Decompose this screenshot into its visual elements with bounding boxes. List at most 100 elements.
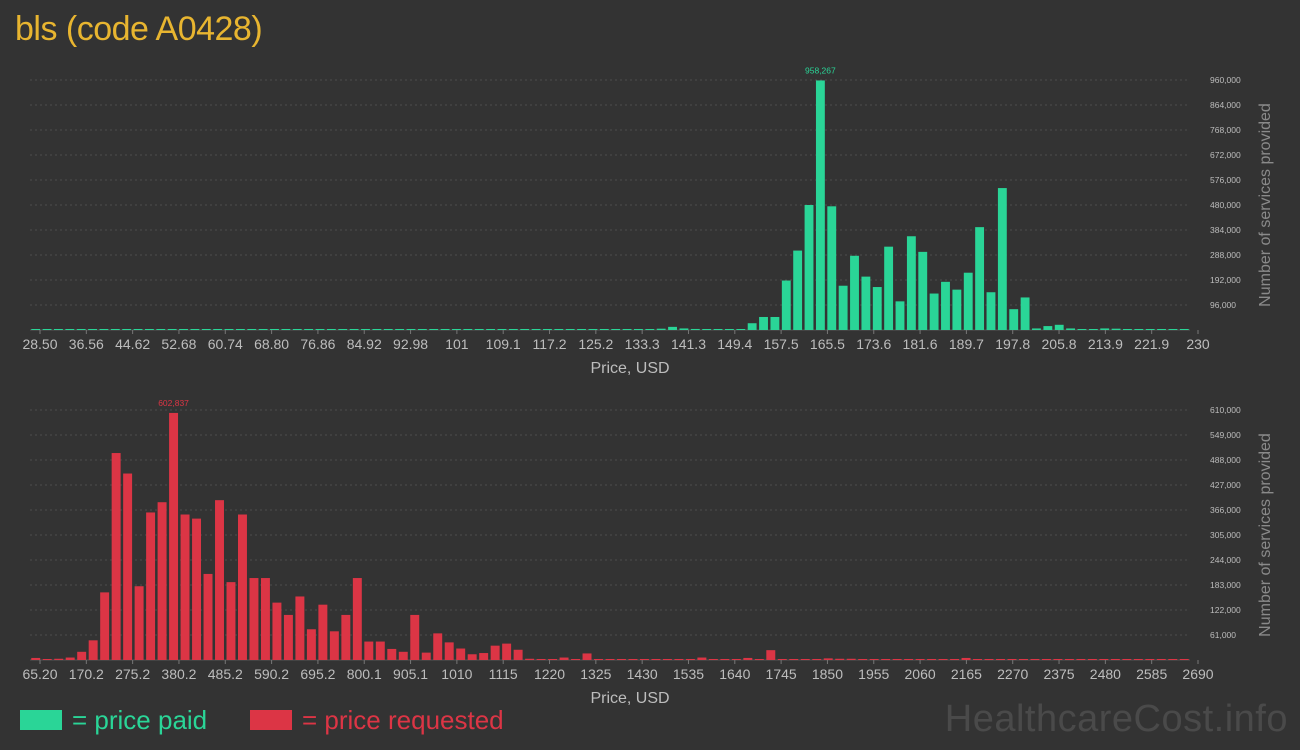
paid-bar <box>31 329 41 330</box>
paid-x-tick-label: 213.9 <box>1088 336 1123 352</box>
requested-bar <box>433 633 443 660</box>
paid-x-axis-label: Price, USD <box>590 360 669 377</box>
requested-bar <box>858 659 868 660</box>
requested-bar <box>548 659 558 660</box>
requested-bar <box>892 659 902 660</box>
requested-bar <box>134 586 144 660</box>
paid-bar <box>463 329 473 330</box>
paid-bar <box>201 329 211 330</box>
paid-y-tick-label: 480,000 <box>1210 200 1241 210</box>
paid-bar <box>258 329 268 330</box>
paid-x-tick-label: 221.9 <box>1134 336 1169 352</box>
paid-x-tick-label: 189.7 <box>949 336 984 352</box>
requested-y-tick-label: 427,000 <box>1210 480 1241 490</box>
paid-x-tick-label: 181.6 <box>903 336 938 352</box>
paid-bar <box>804 205 814 330</box>
requested-bar <box>720 659 730 660</box>
paid-bar <box>65 329 75 330</box>
requested-bar <box>777 659 787 660</box>
requested-bar <box>904 659 914 660</box>
requested-y-tick-label: 61,000 <box>1210 630 1236 640</box>
requested-bar <box>318 604 328 660</box>
requested-bar <box>846 658 856 660</box>
paid-bar <box>99 329 109 330</box>
requested-bar <box>306 629 316 660</box>
paid-bar <box>986 292 996 330</box>
requested-x-tick-label: 2585 <box>1136 666 1167 682</box>
requested-bar <box>169 412 179 660</box>
paid-bar <box>554 329 564 330</box>
requested-bar <box>387 648 397 660</box>
requested-bar <box>605 659 615 660</box>
requested-bar <box>123 473 133 660</box>
requested-x-tick-label: 590.2 <box>254 666 289 682</box>
paid-x-tick-label: 205.8 <box>1042 336 1077 352</box>
requested-x-tick-label: 2060 <box>905 666 936 682</box>
requested-bar <box>65 657 75 660</box>
requested-bar <box>54 658 64 660</box>
paid-bar <box>975 227 985 330</box>
paid-bar <box>1032 328 1041 330</box>
paid-bar <box>577 329 587 330</box>
paid-bar <box>292 329 302 330</box>
paid-bar <box>929 293 939 330</box>
paid-bar <box>42 329 52 330</box>
legend-paid-swatch <box>20 710 62 730</box>
paid-x-tick-label: 125.2 <box>578 336 613 352</box>
paid-bar <box>304 329 314 330</box>
paid-bar <box>270 329 279 330</box>
paid-peak-label: 958,267 <box>805 65 836 75</box>
requested-bar <box>628 659 638 660</box>
requested-bar <box>973 659 983 660</box>
paid-x-tick-label: 109.1 <box>486 336 521 352</box>
requested-bar <box>42 659 52 660</box>
requested-y-tick-label: 366,000 <box>1210 505 1241 515</box>
requested-bar <box>869 659 879 660</box>
requested-bar <box>226 582 236 660</box>
paid-y-tick-label: 768,000 <box>1210 125 1241 135</box>
paid-bar <box>497 329 507 330</box>
paid-bar <box>747 323 757 330</box>
paid-bar <box>827 206 837 330</box>
requested-bar <box>674 659 684 660</box>
requested-y-tick-label: 610,000 <box>1210 405 1241 415</box>
paid-bar <box>1020 297 1030 330</box>
paid-bar <box>861 276 871 330</box>
requested-bar <box>1018 659 1028 660</box>
paid-bar <box>1157 329 1167 330</box>
paid-bar <box>144 329 154 330</box>
requested-bar <box>743 657 753 660</box>
legend-paid-label: = price paid <box>72 704 208 735</box>
paid-bar <box>406 329 416 330</box>
requested-bar <box>249 578 259 660</box>
requested-x-tick-label: 65.20 <box>22 666 57 682</box>
requested-bar <box>731 659 741 660</box>
requested-bar <box>260 578 270 660</box>
paid-bar <box>952 289 962 330</box>
requested-bar <box>456 648 466 660</box>
paid-bar <box>1145 329 1155 330</box>
requested-x-tick-label: 2480 <box>1090 666 1121 682</box>
paid-x-tick-label: 60.74 <box>208 336 243 352</box>
paid-bar <box>815 80 825 331</box>
requested-bar <box>766 650 776 660</box>
requested-bar <box>467 654 477 660</box>
paid-x-tick-label: 197.8 <box>995 336 1030 352</box>
requested-bar <box>192 518 202 660</box>
requested-bar <box>1156 659 1166 660</box>
requested-bar <box>812 659 822 660</box>
requested-bar <box>594 659 603 660</box>
requested-x-tick-label: 380.2 <box>161 666 196 682</box>
requested-bar <box>364 641 374 660</box>
requested-bar <box>215 500 224 660</box>
paid-bar <box>884 246 894 330</box>
paid-bar <box>508 329 518 330</box>
paid-bar <box>1043 326 1053 330</box>
paid-y-tick-label: 864,000 <box>1210 100 1241 110</box>
requested-bar <box>1076 659 1086 660</box>
paid-bar <box>417 329 427 330</box>
paid-x-tick-label: 76.86 <box>300 336 335 352</box>
requested-x-tick-label: 1220 <box>534 666 565 682</box>
paid-bar <box>1168 329 1178 330</box>
requested-x-tick-label: 695.2 <box>300 666 335 682</box>
